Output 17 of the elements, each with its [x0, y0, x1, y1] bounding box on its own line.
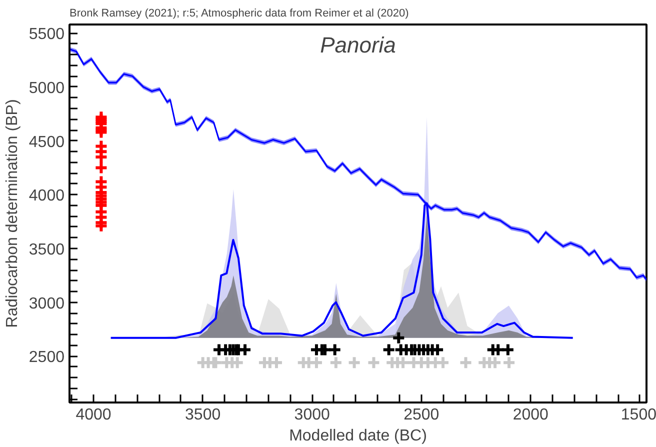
text: Bronk Ramsey (2021); r:5; Atmospheric data from Reimer et al (2020)	[70, 8, 409, 20]
y-axis-title: Radiocarbon determination (BP)	[4, 99, 21, 328]
y-tick-label: 3000	[28, 295, 65, 312]
y-tick-label: 2500	[28, 349, 65, 366]
x-tick-label: 2000	[512, 406, 549, 424]
y-tick-label: 5500	[28, 26, 65, 44]
y-tick-label: 4000	[28, 188, 65, 205]
y-tick-label: 5000	[28, 80, 65, 97]
x-tick-label: 1500	[620, 406, 656, 424]
chart-title: Panoria	[320, 32, 396, 58]
x-tick-label: 2500	[404, 406, 440, 424]
x-tick-label: 3000	[294, 406, 330, 424]
x-tick-label: 3500	[185, 406, 221, 424]
x-axis-title: Modelled date (BC)	[289, 428, 427, 444]
y-tick-label: 3500	[28, 242, 65, 258]
y-tick-label: 4500	[28, 134, 65, 151]
x-tick-label: 4000	[76, 406, 112, 424]
